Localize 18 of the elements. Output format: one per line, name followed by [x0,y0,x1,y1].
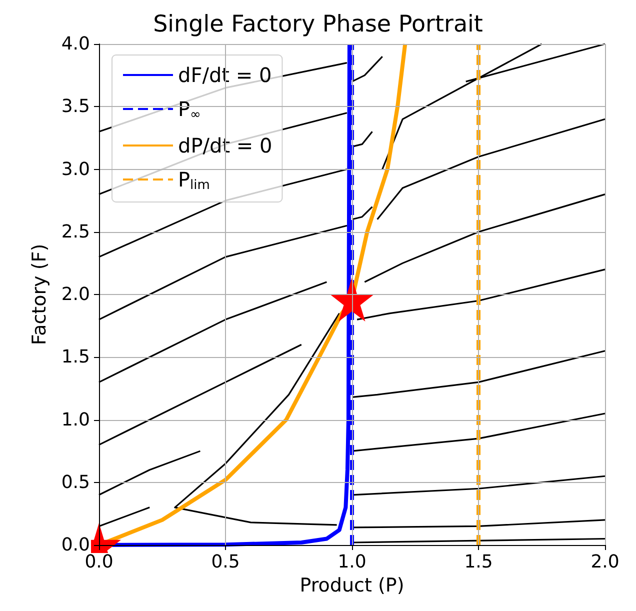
legend-label: dF/dt = 0 [178,63,272,87]
x-tick-label: 0.5 [211,552,240,572]
y-tick-label: 0.5 [61,472,90,493]
y-tick-label: 3.5 [61,96,90,118]
y-tick-label: 2.5 [61,221,90,242]
x-tick-label: 2.0 [590,552,620,572]
x-tick-label: 1.5 [464,552,493,572]
x-axis-title: Product (P) [300,574,404,596]
x-tick-label: 0.0 [84,552,114,572]
x-tick-label: 1.0 [338,552,366,572]
y-tick-label: 1.5 [61,346,90,368]
y-tick-label: 0.0 [61,534,90,556]
y-tick-label: 1.0 [61,409,90,430]
y-axis-title: Factory (F) [28,244,50,346]
y-tick-label: 3.0 [61,158,90,180]
y-tick-label: 2.0 [61,284,90,305]
y-tick-label: 4.0 [61,34,90,54]
chart-title: Single Factory Phase Portrait [153,12,483,38]
